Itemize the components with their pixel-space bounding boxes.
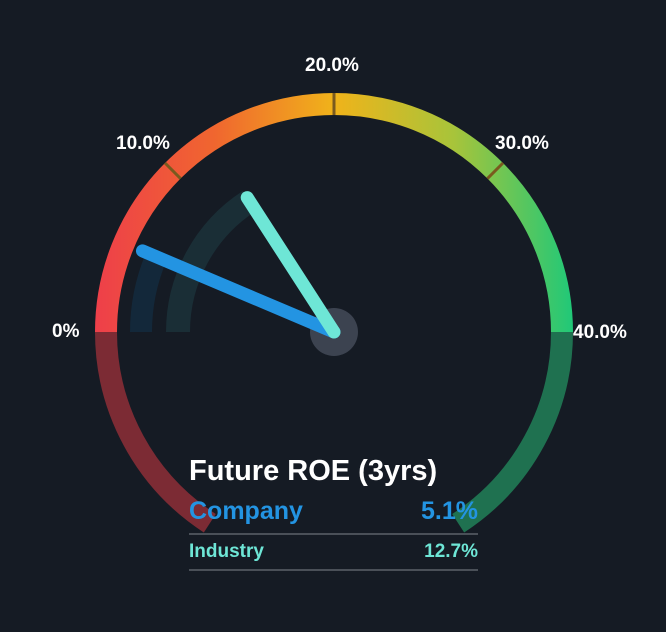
- tick-label-0: 0%: [52, 321, 80, 342]
- chart-title: Future ROE (3yrs): [189, 455, 438, 487]
- tick-label-40: 40.0%: [573, 322, 627, 343]
- tick-mark-10: [163, 161, 182, 180]
- tick-label-10: 10.0%: [116, 133, 170, 154]
- company-needle: [135, 244, 341, 339]
- industry-value: 12.7%: [424, 541, 478, 562]
- industry-label: Industry: [189, 541, 264, 562]
- tick-mark-30: [486, 161, 505, 180]
- company-value: 5.1%: [421, 497, 478, 525]
- legend-row-industry: Industry 12.7%: [189, 535, 478, 571]
- legend-row-company: Company 5.1%: [189, 490, 478, 535]
- industry-needle: [240, 191, 341, 339]
- legend: Future ROE (3yrs) Company 5.1% Industry …: [189, 452, 478, 571]
- industry-value-arc: [166, 190, 257, 333]
- gauge-extension-left: [95, 331, 216, 533]
- company-label: Company: [189, 497, 303, 525]
- tick-label-20: 20.0%: [305, 55, 359, 76]
- tick-label-30: 30.0%: [495, 133, 549, 154]
- gauge-extension-right: [452, 331, 573, 533]
- company-value-arc: [130, 252, 167, 333]
